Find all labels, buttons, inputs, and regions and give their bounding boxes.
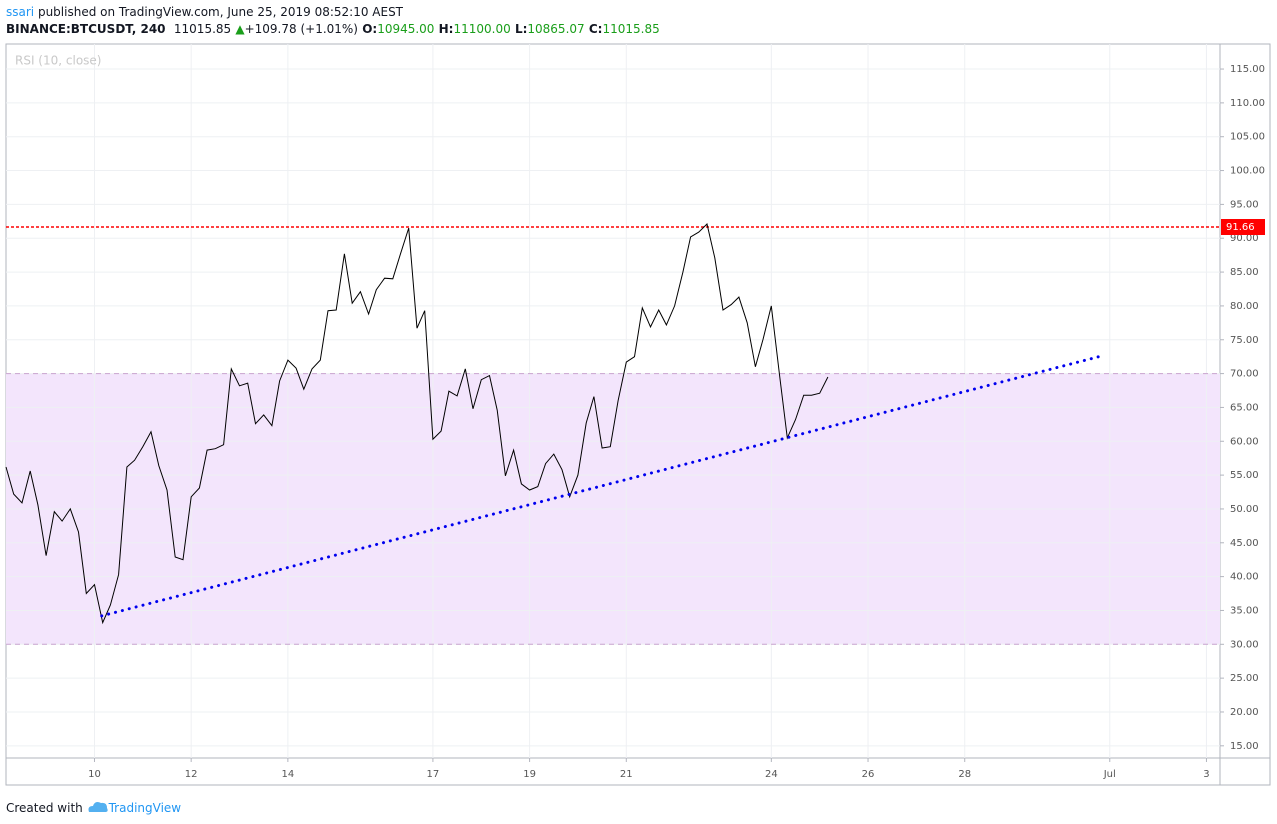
y-tick-label: 45.00 (1230, 538, 1259, 549)
y-tick-label: 80.00 (1230, 301, 1259, 312)
level-label-bg (1221, 219, 1265, 236)
publish-line: ssari published on TradingView.com, June… (6, 5, 403, 19)
low-label: L: (514, 22, 528, 36)
y-tick-label: 60.00 (1230, 436, 1259, 447)
y-tick-label: 85.00 (1230, 267, 1259, 278)
y-tick-label: 50.00 (1230, 504, 1259, 515)
x-tick-label: 10 (88, 769, 101, 780)
y-tick-label: 70.00 (1230, 369, 1259, 380)
y-tick-label: 105.00 (1230, 132, 1265, 143)
y-tick-label: 35.00 (1230, 605, 1259, 616)
y-tick-label: 65.00 (1230, 402, 1259, 413)
high-value: 11100.00 (453, 22, 511, 36)
footer: Created with TradingView (6, 798, 181, 815)
symbol: BINANCE:BTCUSDT, 240 (6, 22, 166, 36)
up-arrow: ▲ (235, 22, 245, 36)
close-label: C: (588, 22, 603, 36)
x-tick-label: 26 (862, 769, 875, 780)
x-tick-label: Jul (1103, 769, 1116, 780)
y-tick-label: 95.00 (1230, 199, 1259, 210)
y-tick-label: 20.00 (1230, 707, 1259, 718)
y-tick-label: 100.00 (1230, 166, 1265, 177)
y-tick-label: 90.00 (1230, 233, 1259, 244)
low-value: 10865.07 (527, 22, 585, 36)
change: +109.78 (+1.01%) (244, 22, 358, 36)
y-tick-label: 115.00 (1230, 64, 1265, 75)
author: ssari (6, 5, 35, 19)
y-tick-label: 75.00 (1230, 335, 1259, 346)
level-label: 91.66 (1226, 222, 1255, 233)
high-label: H: (438, 22, 454, 36)
x-tick-label: 24 (765, 769, 778, 780)
publish-info: published on TradingView.com, June 25, 2… (37, 5, 404, 19)
plot-area (5, 44, 1220, 758)
y-tick-label: 55.00 (1230, 470, 1259, 481)
x-tick-label: 14 (281, 769, 294, 780)
open-value: 10945.00 (377, 22, 435, 36)
x-tick-label: 17 (427, 769, 440, 780)
y-tick-label: 110.00 (1230, 98, 1265, 109)
indicator-label: RSI (10, close) (15, 54, 101, 68)
last-price: 11015.85 (173, 22, 232, 36)
x-tick-label: 3 (1203, 769, 1209, 780)
x-tick-label: 21 (620, 769, 633, 780)
logo (88, 802, 108, 812)
y-tick-label: 30.00 (1230, 639, 1259, 650)
y-tick-label: 40.00 (1230, 572, 1259, 583)
created-with: Created with (6, 801, 83, 815)
x-tick-label: 19 (523, 769, 536, 780)
x-tick-label: 28 (958, 769, 971, 780)
open-label: O: (362, 22, 378, 36)
ohlc-line: BINANCE:BTCUSDT, 240 11015.85 ▲+109.78 (… (6, 22, 660, 36)
close-value: 11015.85 (602, 22, 660, 36)
x-tick-label: 12 (185, 769, 198, 780)
brand: TradingView (108, 801, 182, 815)
y-tick-label: 15.00 (1230, 741, 1259, 752)
rsi-line (5, 223, 829, 625)
y-tick-label: 25.00 (1230, 673, 1259, 684)
